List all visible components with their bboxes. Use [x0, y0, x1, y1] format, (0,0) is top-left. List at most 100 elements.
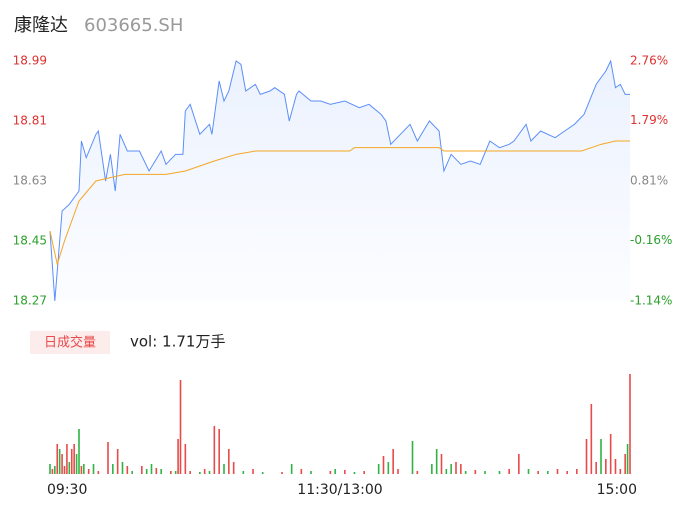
- y2-tick-label: -0.16%: [630, 233, 672, 247]
- volume-bar: [58, 449, 61, 474]
- volume-bar: [184, 444, 187, 474]
- y-tick-label: 18.81: [13, 114, 47, 128]
- volume-bar: [112, 464, 114, 474]
- volume-bar: [97, 471, 100, 474]
- y-tick-label: 18.45: [13, 234, 47, 248]
- volume-bar: [63, 466, 66, 474]
- volume-bar: [126, 466, 129, 474]
- legend-box: [30, 331, 110, 354]
- volume-bar: [121, 462, 124, 474]
- volume-bar: [141, 466, 143, 474]
- volume-bar: [600, 439, 602, 474]
- volume-bar: [440, 454, 443, 474]
- volume-bar: [411, 441, 414, 474]
- volume-bar: [397, 469, 399, 474]
- x-tick-label: 11:30/13:00: [297, 482, 382, 498]
- volume-bar: [107, 442, 109, 474]
- volume-bar: [416, 471, 419, 474]
- volume-bar: [228, 449, 230, 474]
- volume-bar: [252, 469, 254, 474]
- volume-bar: [527, 469, 530, 474]
- chart-title: 康隆达: [14, 15, 68, 36]
- volume-bar: [83, 464, 85, 474]
- line-price: [49, 59, 630, 302]
- line-average: [49, 140, 630, 267]
- volume-bar: [629, 374, 631, 474]
- volume-bar: [329, 471, 332, 474]
- volume-bar: [590, 404, 593, 474]
- volume-bar: [585, 439, 588, 474]
- volume-bar: [624, 454, 626, 474]
- volume-bar: [203, 469, 206, 474]
- volume-bar: [218, 429, 220, 474]
- volume-bar: [576, 469, 578, 474]
- volume-bar: [431, 464, 433, 474]
- legend-label: 日成交量: [44, 335, 96, 351]
- volume-bar: [498, 471, 501, 474]
- volume-bar: [460, 464, 462, 474]
- volume-bar: [145, 469, 148, 474]
- volume-bar: [51, 469, 54, 474]
- volume-bar: [334, 469, 336, 474]
- volume-bar: [455, 462, 457, 474]
- volume-bar: [155, 468, 158, 474]
- volume-bar: [464, 471, 467, 474]
- volume-bar: [189, 471, 191, 474]
- y2-tick-label: 2.76%: [630, 54, 668, 68]
- volume-bar: [199, 472, 201, 474]
- y-tick-label: 18.63: [13, 174, 47, 188]
- volume-bar: [49, 464, 51, 474]
- volume-bar: [66, 444, 68, 474]
- volume-bar: [78, 429, 80, 474]
- volume-bar: [300, 469, 303, 474]
- volume-bar: [160, 469, 162, 474]
- volume-bar: [547, 471, 549, 474]
- price-area: [50, 61, 630, 301]
- volume-bar: [177, 439, 179, 474]
- volume-bar: [450, 464, 452, 474]
- volume-bar: [61, 454, 63, 474]
- volume-bar: [174, 471, 177, 474]
- volume-bar: [92, 464, 95, 474]
- volume-bar: [353, 472, 356, 474]
- y2-tick-label: 0.81%: [630, 174, 668, 188]
- volume-bar: [614, 459, 617, 474]
- volume-bar: [619, 469, 622, 474]
- volume-bar: [377, 464, 380, 474]
- volume-bar: [54, 466, 56, 474]
- volume-bar: [484, 471, 486, 474]
- volume-bar: [556, 469, 559, 474]
- volume-bar: [73, 444, 75, 474]
- volume-bar: [261, 472, 264, 474]
- y-tick-label: 18.99: [13, 54, 47, 68]
- volume-bar: [80, 466, 83, 474]
- x-tick-label: 09:30: [47, 482, 87, 498]
- volume-bar: [387, 462, 390, 474]
- volume-bar: [223, 464, 225, 474]
- volume-bar: [213, 426, 216, 474]
- volume-bar: [435, 449, 438, 474]
- volume-bar: [232, 462, 235, 474]
- volume-bar: [609, 434, 612, 474]
- volume-bar: [474, 470, 477, 474]
- chart-subtitle: 603665.SH: [84, 15, 183, 36]
- volume-bar: [179, 380, 182, 474]
- y-tick-label: 18.27: [13, 294, 47, 308]
- y2-tick-label: -1.14%: [630, 294, 672, 308]
- volume-bar: [518, 454, 520, 474]
- volume-bar: [363, 471, 365, 474]
- volume-bar: [208, 471, 211, 474]
- y2-tick-label: 1.79%: [630, 113, 668, 127]
- volume-bar: [595, 462, 597, 474]
- volume-bar: [344, 470, 346, 474]
- volume-bar: [281, 472, 283, 474]
- x-tick-label: 15:00: [597, 482, 637, 498]
- volume-bar: [566, 471, 568, 474]
- volume-bar: [150, 464, 153, 474]
- volume-bar: [87, 469, 90, 474]
- volume-bar: [116, 449, 119, 474]
- volume-bar: [131, 471, 133, 474]
- volume-bar: [310, 471, 312, 474]
- volume-bar: [537, 471, 539, 474]
